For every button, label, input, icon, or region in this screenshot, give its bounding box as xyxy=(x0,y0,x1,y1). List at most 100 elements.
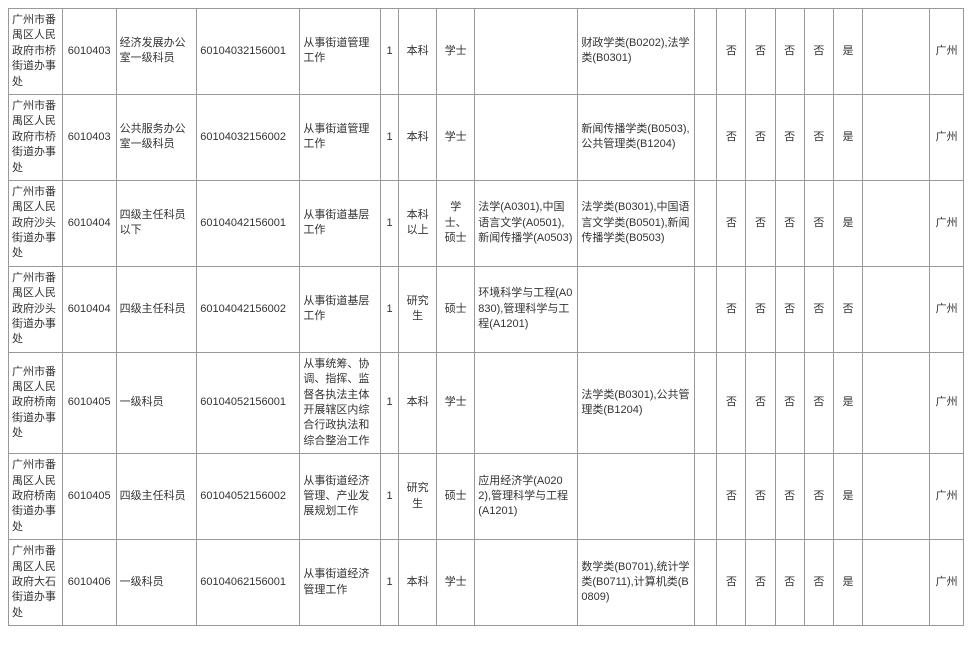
cell-edu: 研究生 xyxy=(399,454,437,540)
cell-c6: 是 xyxy=(833,180,862,266)
cell-degree: 学士 xyxy=(437,352,475,453)
cell-org_code: 6010404 xyxy=(62,180,116,266)
cell-org: 广州市番禺区人民政府市桥街道办事处 xyxy=(9,9,63,95)
cell-c5: 否 xyxy=(804,266,833,352)
cell-post_code: 60104052156002 xyxy=(197,454,300,540)
cell-city: 广州 xyxy=(930,540,964,626)
cell-post: 公共服务办公室一级科员 xyxy=(116,94,197,180)
cell-c6: 是 xyxy=(833,9,862,95)
cell-post_code: 60104042156002 xyxy=(197,266,300,352)
cell-org_code: 6010403 xyxy=(62,9,116,95)
cell-duty: 从事街道经济管理、产业发展规划工作 xyxy=(300,454,381,540)
cell-org: 广州市番禺区人民政府市桥街道办事处 xyxy=(9,94,63,180)
cell-org_code: 6010405 xyxy=(62,352,116,453)
cell-c4: 否 xyxy=(775,454,804,540)
cell-city: 广州 xyxy=(930,180,964,266)
cell-post: 一级科员 xyxy=(116,352,197,453)
table-row: 广州市番禺区人民政府沙头街道办事处6010404四级主任科员以下60104042… xyxy=(9,180,964,266)
cell-c6: 是 xyxy=(833,454,862,540)
cell-remark xyxy=(863,94,930,180)
cell-c3: 否 xyxy=(746,454,775,540)
cell-post: 一级科员 xyxy=(116,540,197,626)
table-row: 广州市番禺区人民政府沙头街道办事处6010404四级主任科员6010404215… xyxy=(9,266,964,352)
cell-post: 四级主任科员 xyxy=(116,266,197,352)
cell-post_code: 60104032156001 xyxy=(197,9,300,95)
cell-c1 xyxy=(694,180,716,266)
cell-edu: 研究生 xyxy=(399,266,437,352)
cell-org_code: 6010406 xyxy=(62,540,116,626)
cell-c6: 是 xyxy=(833,94,862,180)
cell-c5: 否 xyxy=(804,180,833,266)
cell-c1 xyxy=(694,94,716,180)
cell-post_code: 60104052156001 xyxy=(197,352,300,453)
cell-c1 xyxy=(694,266,716,352)
cell-remark xyxy=(863,540,930,626)
cell-c5: 否 xyxy=(804,9,833,95)
cell-c3: 否 xyxy=(746,540,775,626)
cell-major_b: 法学类(B0301),公共管理类(B1204) xyxy=(578,352,695,453)
cell-c4: 否 xyxy=(775,540,804,626)
cell-remark xyxy=(863,352,930,453)
cell-post_code: 60104042156001 xyxy=(197,180,300,266)
table-row: 广州市番禺区人民政府桥南街道办事处6010405一级科员601040521560… xyxy=(9,352,964,453)
cell-major_a xyxy=(475,94,578,180)
cell-org: 广州市番禺区人民政府桥南街道办事处 xyxy=(9,454,63,540)
cell-major_b: 财政学类(B0202),法学类(B0301) xyxy=(578,9,695,95)
cell-c3: 否 xyxy=(746,9,775,95)
cell-org_code: 6010404 xyxy=(62,266,116,352)
cell-c1 xyxy=(694,352,716,453)
cell-c4: 否 xyxy=(775,352,804,453)
table-row: 广州市番禺区人民政府市桥街道办事处6010403公共服务办公室一级科员60104… xyxy=(9,94,964,180)
cell-duty: 从事街道基层工作 xyxy=(300,266,381,352)
cell-org: 广州市番禺区人民政府沙头街道办事处 xyxy=(9,266,63,352)
cell-edu: 本科 xyxy=(399,94,437,180)
cell-c3: 否 xyxy=(746,180,775,266)
cell-duty: 从事统筹、协调、指挥、监督各执法主体开展辖区内综合行政执法和综合整治工作 xyxy=(300,352,381,453)
cell-city: 广州 xyxy=(930,94,964,180)
cell-duty: 从事街道管理工作 xyxy=(300,9,381,95)
cell-count: 1 xyxy=(381,454,399,540)
cell-city: 广州 xyxy=(930,9,964,95)
cell-count: 1 xyxy=(381,9,399,95)
cell-city: 广州 xyxy=(930,454,964,540)
cell-duty: 从事街道基层工作 xyxy=(300,180,381,266)
cell-degree: 学士 xyxy=(437,9,475,95)
cell-c2: 否 xyxy=(717,352,746,453)
cell-edu: 本科 xyxy=(399,9,437,95)
cell-count: 1 xyxy=(381,266,399,352)
cell-major_a xyxy=(475,9,578,95)
cell-remark xyxy=(863,454,930,540)
cell-degree: 学士 xyxy=(437,540,475,626)
table-row: 广州市番禺区人民政府市桥街道办事处6010403经济发展办公室一级科员60104… xyxy=(9,9,964,95)
cell-major_b xyxy=(578,454,695,540)
cell-c5: 否 xyxy=(804,352,833,453)
cell-count: 1 xyxy=(381,180,399,266)
cell-c4: 否 xyxy=(775,94,804,180)
cell-degree: 学士 xyxy=(437,94,475,180)
cell-city: 广州 xyxy=(930,266,964,352)
cell-post_code: 60104062156001 xyxy=(197,540,300,626)
cell-org_code: 6010403 xyxy=(62,94,116,180)
table-row: 广州市番禺区人民政府大石街道办事处6010406一级科员601040621560… xyxy=(9,540,964,626)
cell-edu: 本科 xyxy=(399,540,437,626)
cell-city: 广州 xyxy=(930,352,964,453)
cell-degree: 硕士 xyxy=(437,454,475,540)
cell-c3: 否 xyxy=(746,94,775,180)
cell-c3: 否 xyxy=(746,266,775,352)
cell-c5: 否 xyxy=(804,540,833,626)
cell-major_b: 新闻传播学类(B0503),公共管理类(B1204) xyxy=(578,94,695,180)
cell-c6: 否 xyxy=(833,266,862,352)
cell-count: 1 xyxy=(381,94,399,180)
cell-post_code: 60104032156002 xyxy=(197,94,300,180)
cell-major_a: 应用经济学(A0202),管理科学与工程(A1201) xyxy=(475,454,578,540)
cell-c4: 否 xyxy=(775,180,804,266)
cell-c4: 否 xyxy=(775,9,804,95)
cell-c1 xyxy=(694,540,716,626)
cell-count: 1 xyxy=(381,540,399,626)
cell-major_b: 法学类(B0301),中国语言文学类(B0501),新闻传播学类(B0503) xyxy=(578,180,695,266)
cell-c1 xyxy=(694,454,716,540)
cell-duty: 从事街道管理工作 xyxy=(300,94,381,180)
cell-c4: 否 xyxy=(775,266,804,352)
cell-major_a xyxy=(475,540,578,626)
cell-count: 1 xyxy=(381,352,399,453)
